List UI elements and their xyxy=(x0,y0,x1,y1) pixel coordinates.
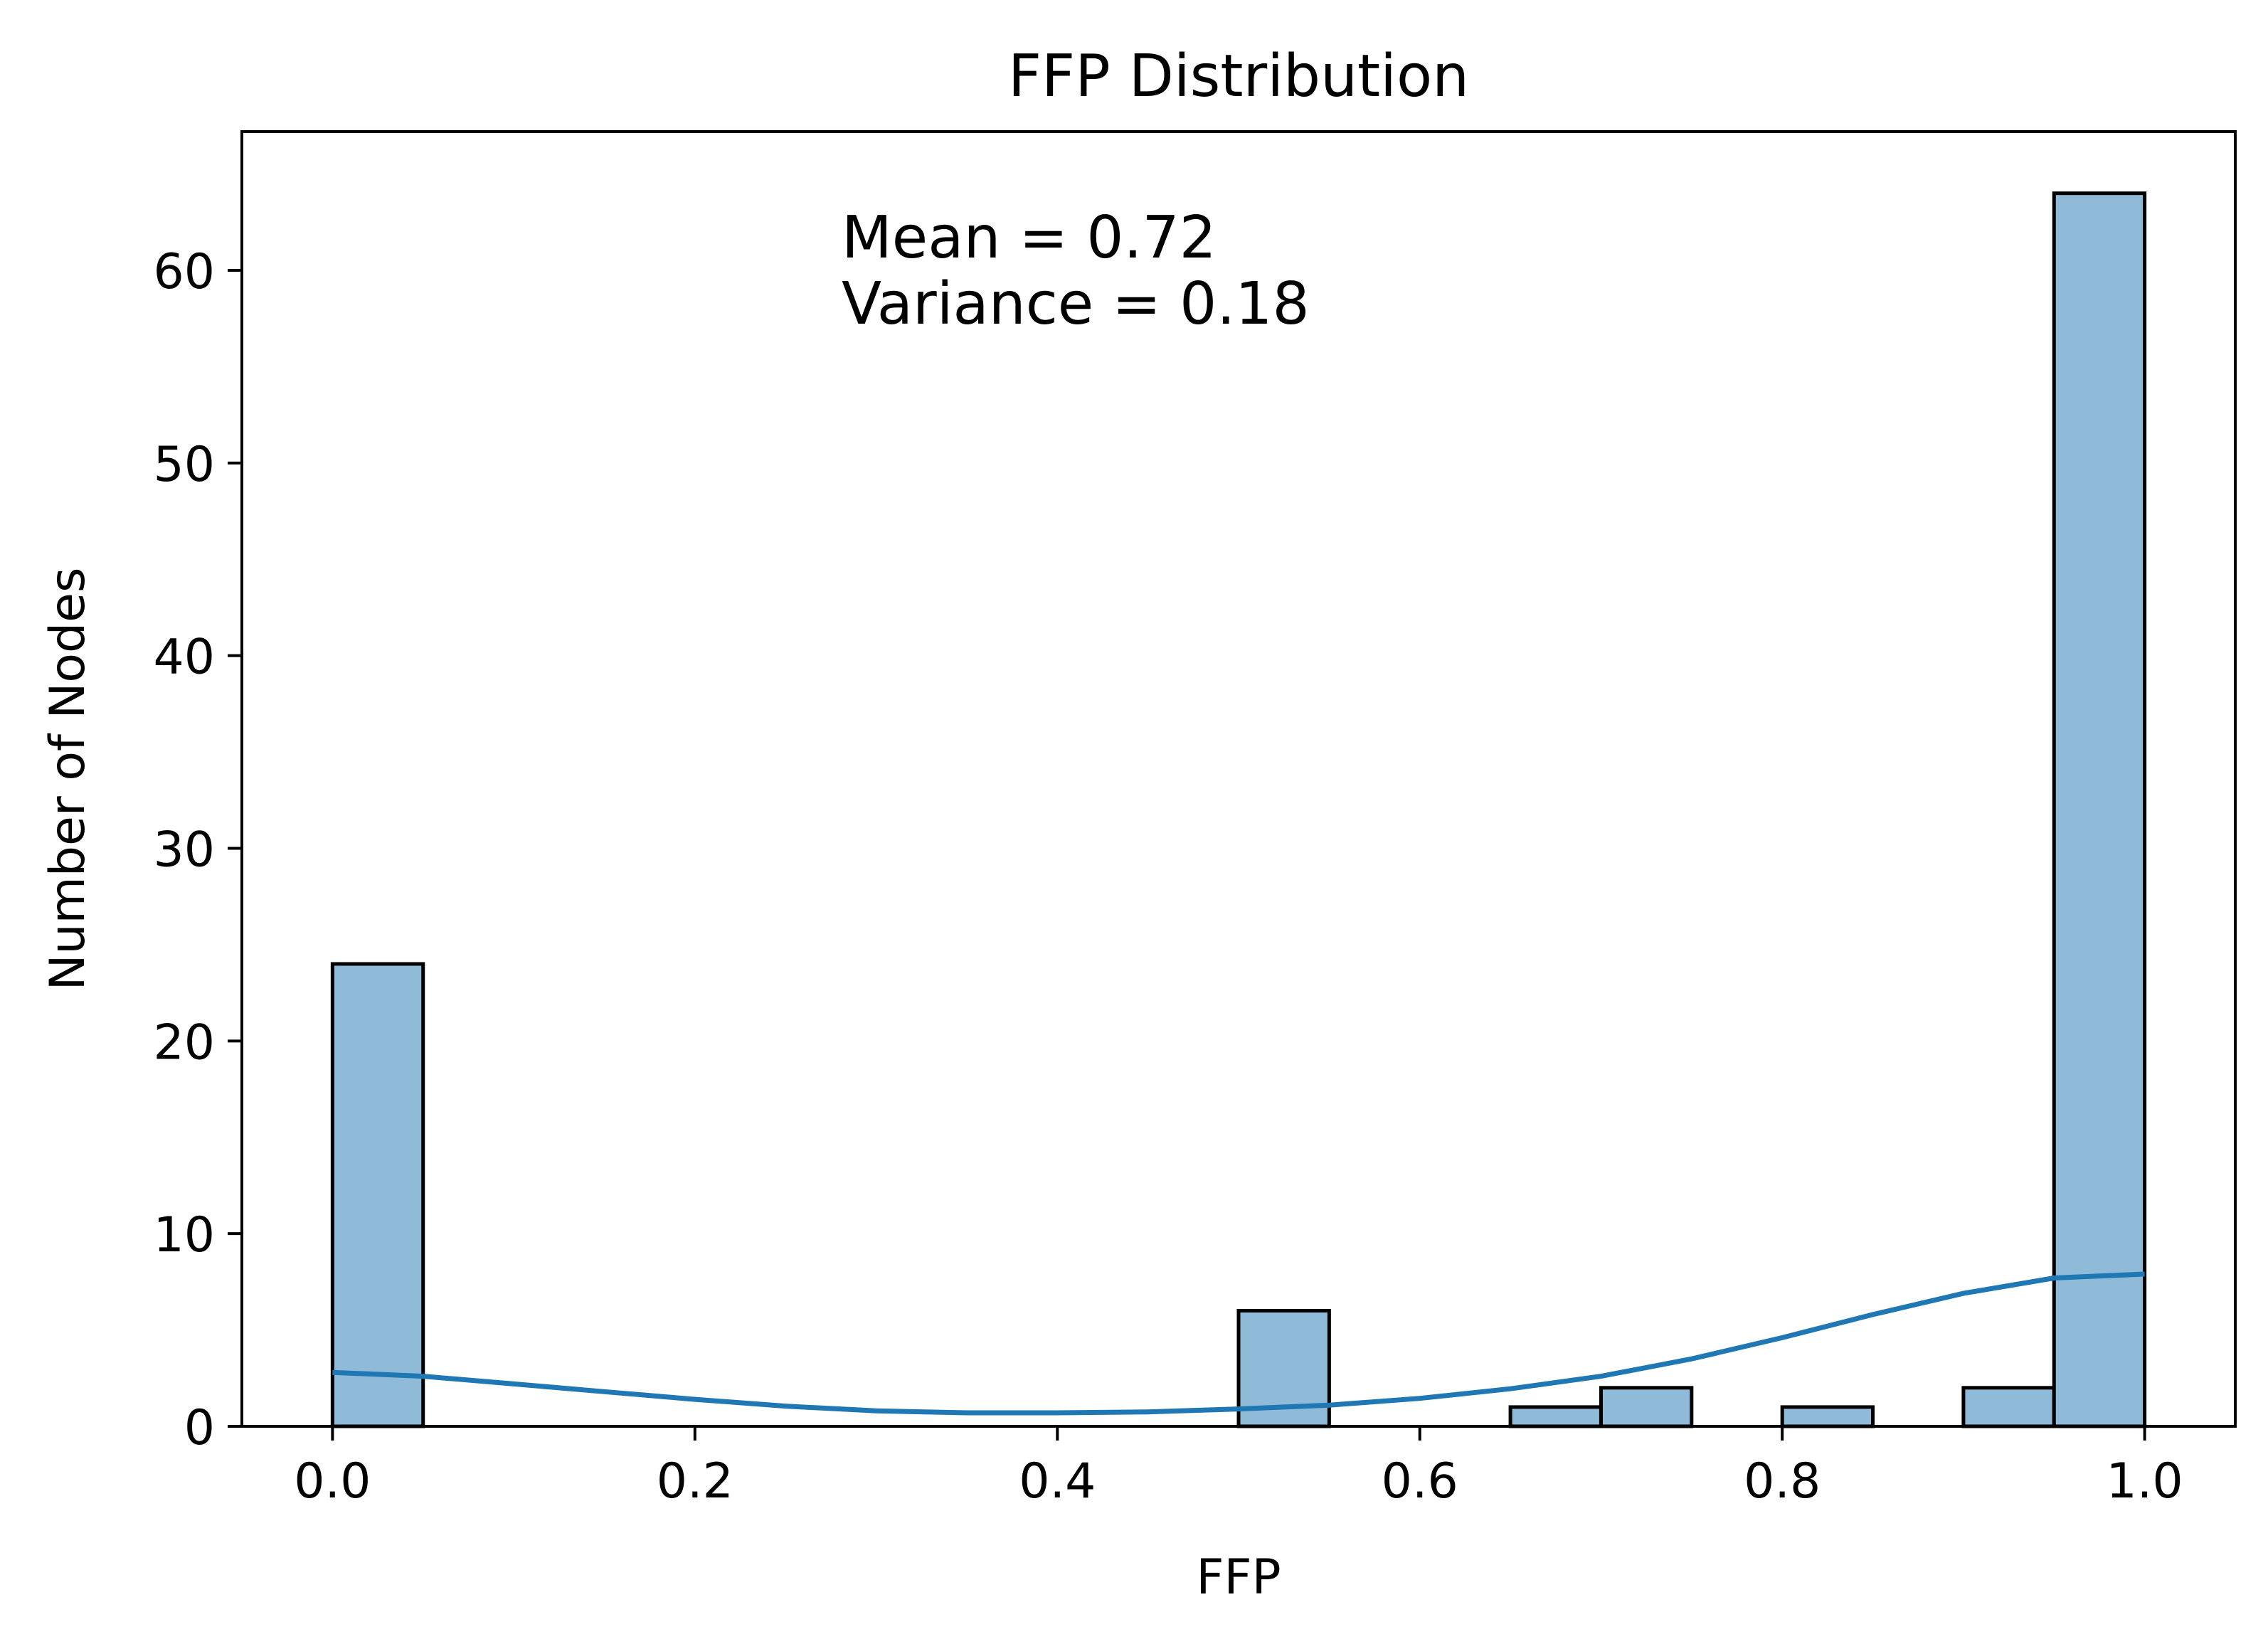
x-tick-label: 0.4 xyxy=(1019,1453,1096,1510)
histogram-bar xyxy=(330,962,425,1428)
histogram-bar xyxy=(1508,1405,1603,1428)
x-axis-ticks: 0.0 0.2 0.4 0.6 0.8 1.0 xyxy=(294,1426,2183,1510)
x-tick-label: 0.8 xyxy=(1744,1453,1821,1510)
y-tick-label: 40 xyxy=(153,630,215,686)
histogram-bar xyxy=(1780,1405,1875,1428)
x-tick-label: 1.0 xyxy=(2107,1453,2183,1510)
y-tick-label: 50 xyxy=(153,437,215,493)
y-tick-label: 30 xyxy=(153,822,215,879)
kde-line xyxy=(332,1271,2145,1416)
y-tick-label: 60 xyxy=(153,244,215,300)
histogram-bar xyxy=(2052,191,2147,1428)
y-tick-label: 20 xyxy=(153,1014,215,1071)
x-tick-label: 0.2 xyxy=(657,1453,733,1510)
histogram-bar xyxy=(1961,1386,2056,1428)
y-axis-ticks: 0 10 20 30 40 50 60 xyxy=(153,244,242,1456)
plot-frame xyxy=(240,130,2237,1428)
mean-annotation: Mean = 0.72 xyxy=(842,204,1217,272)
y-axis-label: Number of Nodes xyxy=(40,568,96,991)
y-tick-label: 0 xyxy=(184,1400,215,1456)
x-axis-label: FFP xyxy=(1196,1549,1281,1606)
x-tick-label: 0.0 xyxy=(294,1453,371,1510)
x-tick-label: 0.6 xyxy=(1382,1453,1458,1510)
chart-title: FFP Distribution xyxy=(1008,43,1469,110)
variance-annotation: Variance = 0.18 xyxy=(842,270,1310,338)
histogram-bar xyxy=(1599,1386,1694,1428)
y-tick-label: 10 xyxy=(153,1207,215,1263)
